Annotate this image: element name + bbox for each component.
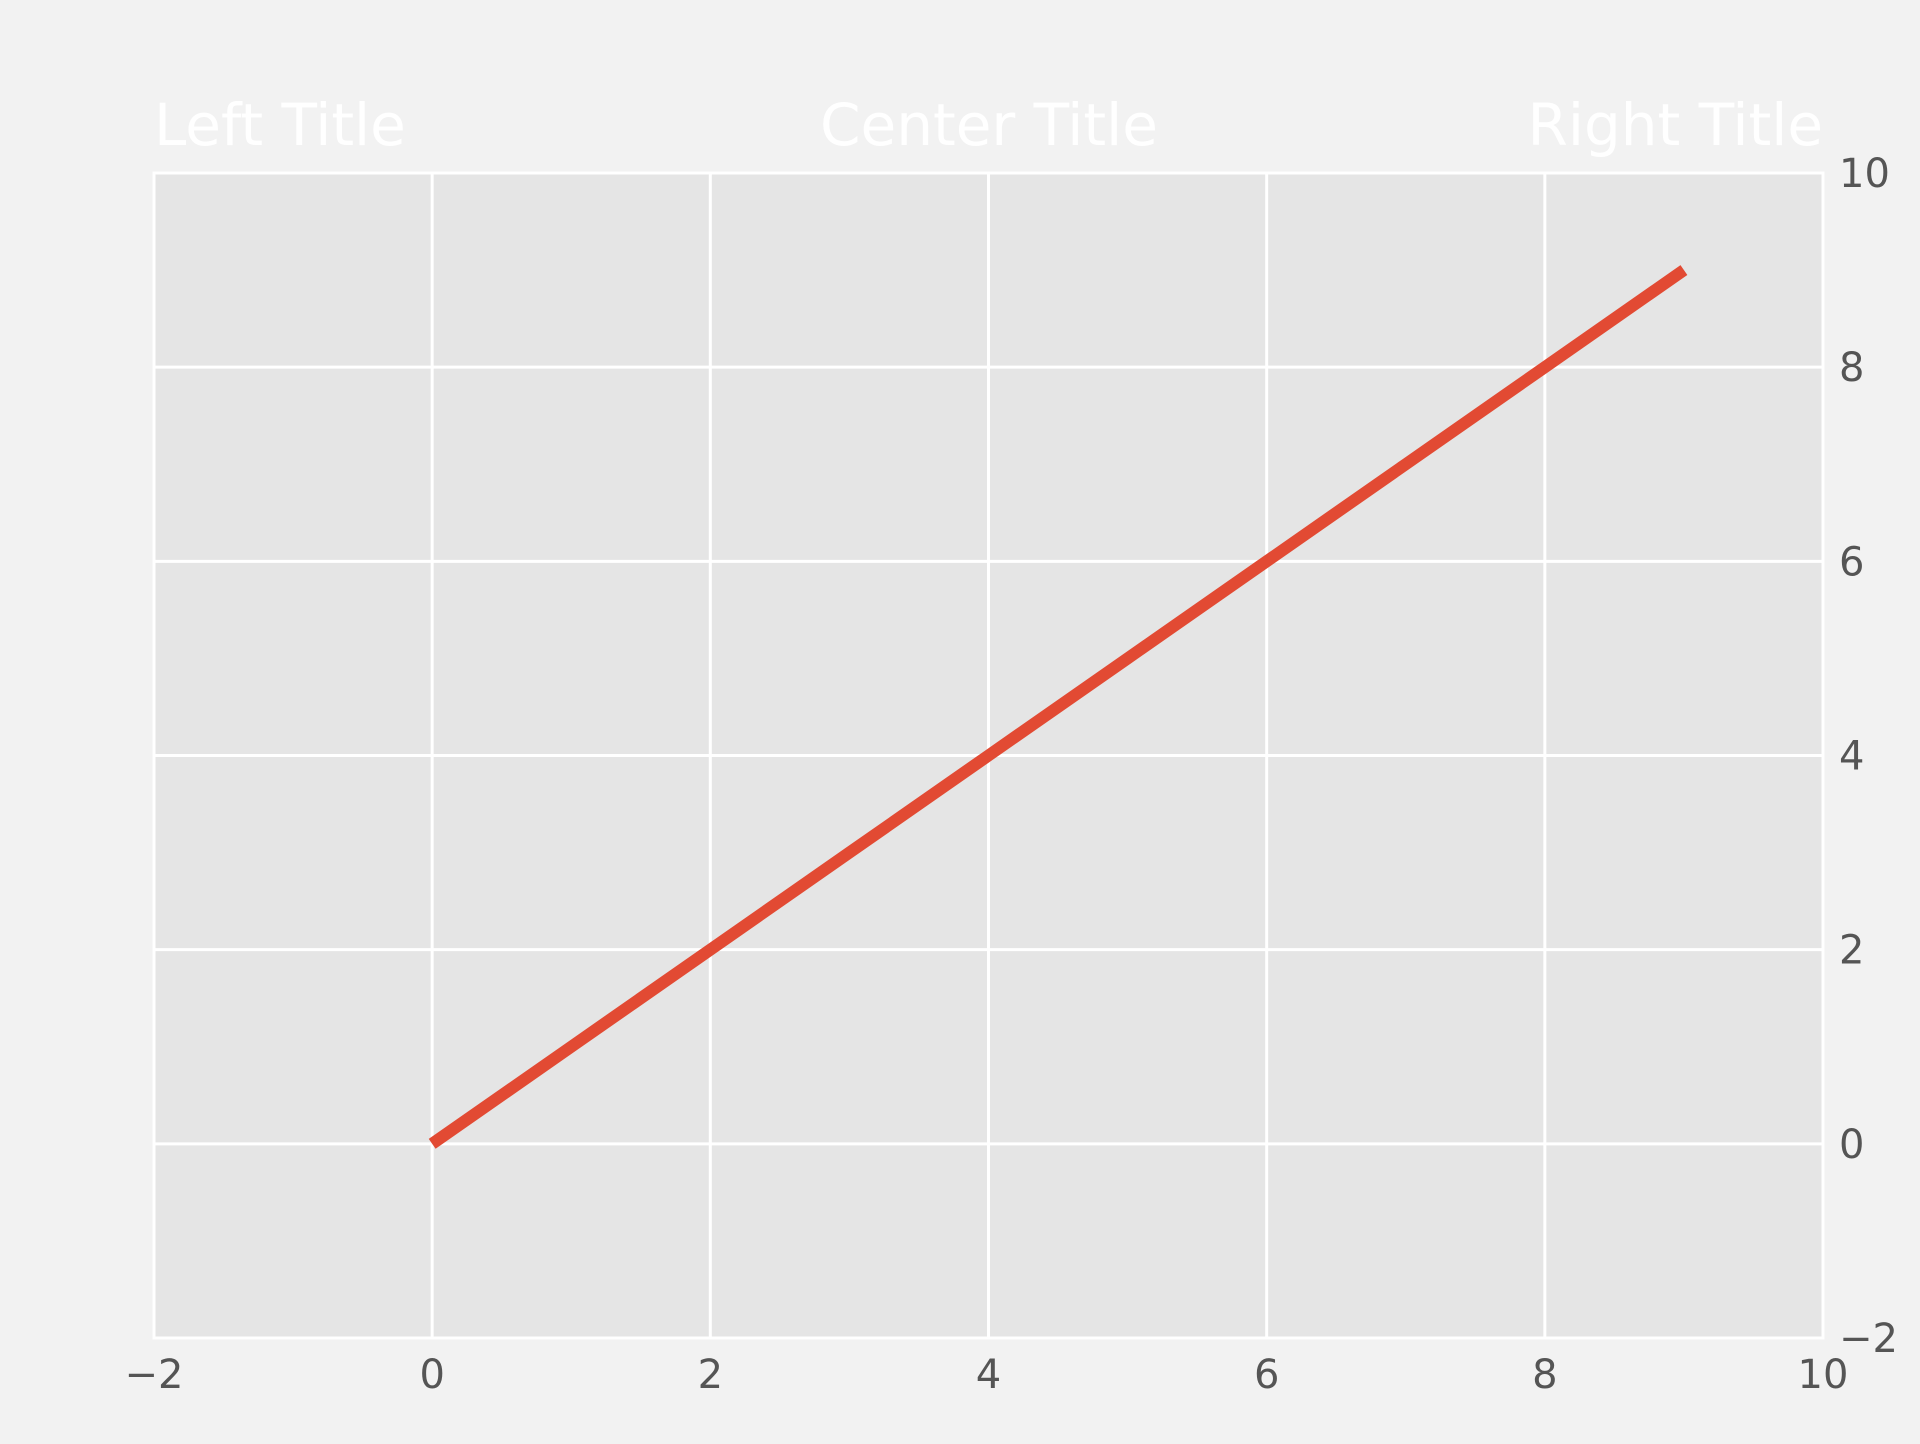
x-tick-label: 10 xyxy=(1798,1352,1849,1398)
x-tick-label: 4 xyxy=(976,1352,1001,1398)
y-tick-label: 8 xyxy=(1839,345,1864,391)
center-title: Center Title xyxy=(820,91,1158,159)
right-title: Right Title xyxy=(1528,91,1823,159)
x-tick-label: 6 xyxy=(1254,1352,1279,1398)
y-axis-ticks: −2 0 2 4 6 8 10 xyxy=(1839,151,1898,1362)
plot-frame xyxy=(152,171,1825,1340)
left-title: Left Title xyxy=(154,91,406,159)
y-tick-label: 10 xyxy=(1839,151,1890,197)
series-layer xyxy=(428,265,1688,1149)
y-tick-label: 4 xyxy=(1839,734,1864,780)
x-tick-label: −2 xyxy=(125,1352,184,1398)
x-axis-ticks: −2 0 2 4 6 8 10 xyxy=(125,1352,1849,1398)
x-tick-label: 8 xyxy=(1532,1352,1557,1398)
y-tick-label: 0 xyxy=(1839,1122,1864,1168)
y-tick-label: 6 xyxy=(1839,539,1864,585)
y-tick-label: 2 xyxy=(1839,928,1864,974)
y-tick-label: −2 xyxy=(1839,1316,1898,1362)
series-line xyxy=(428,265,1688,1149)
x-tick-label: 2 xyxy=(698,1352,723,1398)
x-tick-label: 0 xyxy=(419,1352,444,1398)
